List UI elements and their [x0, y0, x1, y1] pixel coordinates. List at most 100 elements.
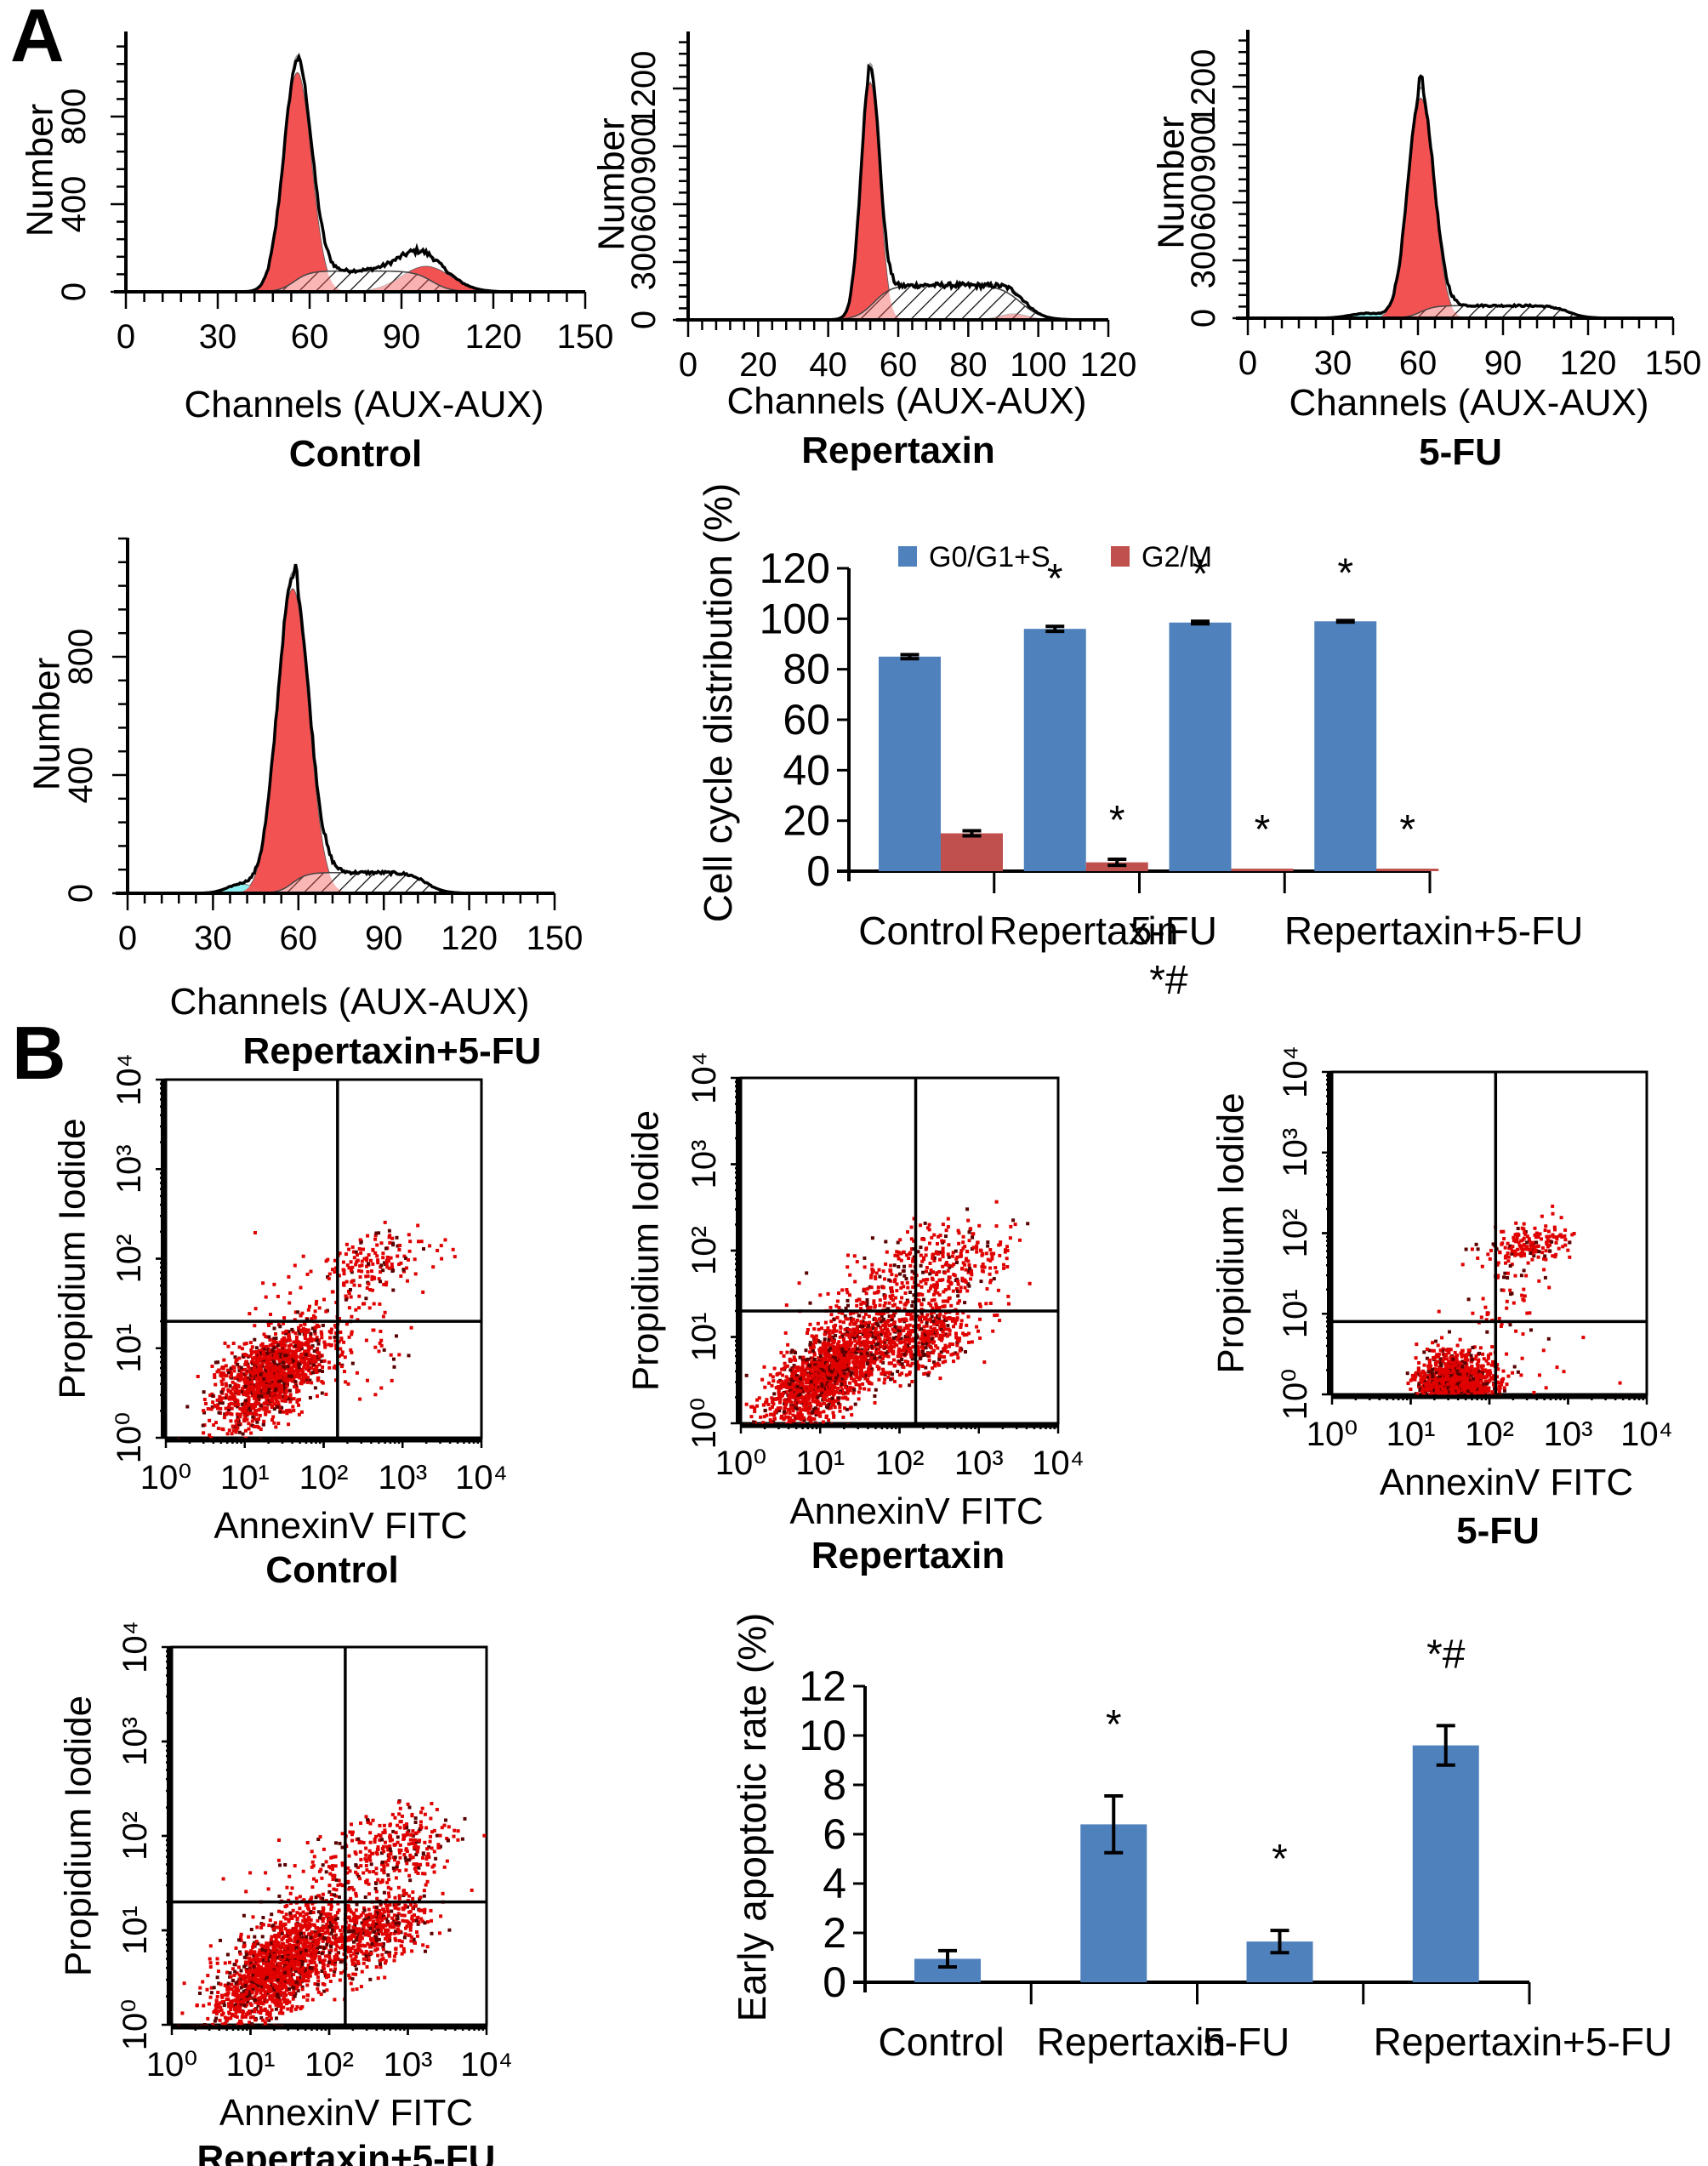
scatter-point [808, 1343, 812, 1348]
scatter-point [916, 1351, 920, 1355]
scatter-point [303, 1362, 307, 1366]
scatter-point [965, 1250, 970, 1254]
scatter-point [886, 1375, 891, 1379]
scatter-point [299, 1285, 303, 1290]
scatter-point [237, 1345, 242, 1349]
scatter-point [986, 1257, 990, 1262]
scatter-point [242, 1390, 247, 1394]
scatter-point [958, 1348, 962, 1353]
scatter-point [805, 1271, 809, 1275]
scatter-point [931, 1327, 935, 1331]
scatter-point [980, 1253, 984, 1257]
scatter-point [929, 1325, 933, 1330]
scatter-point [941, 1360, 945, 1365]
scatter-point [201, 1423, 205, 1428]
scatter-point [848, 1388, 852, 1393]
scatter-point [919, 1308, 924, 1312]
scatter-point [863, 1358, 867, 1362]
scatter-point [946, 1350, 949, 1354]
scatter-point [842, 1338, 846, 1342]
scatter-point [237, 1430, 242, 1434]
scatter-point [863, 1288, 867, 1292]
scatter-point [214, 1421, 218, 1425]
scatter-point [302, 1365, 306, 1370]
scatter-point [257, 1426, 261, 1429]
scatter-point [927, 1371, 931, 1375]
scatter-point [801, 1360, 806, 1365]
x-axis-title: Channels (AUX-AUX) [1289, 382, 1648, 424]
scatter-point [970, 1340, 974, 1344]
scatter-point [227, 1405, 231, 1410]
scatter-point [903, 1291, 908, 1295]
scatter-point [301, 1370, 305, 1374]
scatter-point [221, 1396, 225, 1400]
scatter-point [919, 1320, 924, 1324]
scatter-point [840, 1390, 845, 1394]
scatter-point [988, 1272, 992, 1276]
scatter-point [920, 1350, 925, 1354]
scatter-point [813, 1421, 817, 1425]
scatter-point [806, 1380, 811, 1383]
scatter-point [240, 1347, 244, 1351]
scatter-point [822, 1373, 826, 1377]
scatter-point [930, 1332, 934, 1337]
scatter-point [892, 1321, 896, 1325]
scatter-point [989, 1251, 993, 1256]
scatter-point [902, 1346, 907, 1350]
scatter-point [306, 1360, 310, 1365]
scatter-point [241, 1354, 245, 1359]
scatter-point [229, 1401, 233, 1405]
scatter-point [956, 1280, 960, 1283]
scatter-point [327, 1272, 332, 1276]
scatter-point [868, 1333, 872, 1337]
scatter-point [895, 1306, 899, 1310]
scatter-point [932, 1233, 937, 1237]
scatter-point [265, 1392, 270, 1396]
scatter-point [841, 1415, 845, 1419]
scatter-point [226, 1344, 231, 1348]
scatter-point [881, 1324, 885, 1327]
scatter-point [275, 1365, 279, 1370]
scatter-point [858, 1373, 863, 1377]
scatter-point [929, 1311, 933, 1315]
scatter-point [845, 1407, 849, 1411]
scatter-point [778, 1397, 783, 1401]
scatter-point [838, 1320, 842, 1324]
y-tick-label: 800 [55, 88, 93, 145]
scatter-point [916, 1283, 920, 1287]
scatter-point [387, 1266, 391, 1270]
scatter-point [288, 1348, 292, 1352]
scatter-point [784, 1390, 789, 1394]
scatter-point [228, 1397, 232, 1401]
scatter-point [299, 1381, 303, 1385]
scatter-point [848, 1343, 852, 1348]
scatter-point [892, 1280, 897, 1284]
scatter-point [789, 1391, 794, 1395]
scatter-point [254, 1412, 259, 1416]
scatter-point [811, 1411, 815, 1415]
scatter-point [825, 1329, 829, 1333]
scatter-point [306, 1345, 310, 1349]
scatter-point [852, 1322, 856, 1326]
scatter-point [214, 1382, 218, 1387]
scatter-point [246, 1398, 250, 1402]
scatter-point [313, 1386, 317, 1390]
scatter-point [840, 1359, 844, 1363]
scatter-point [357, 1306, 362, 1310]
scatter-point [219, 1390, 224, 1394]
scatter-point [845, 1288, 849, 1291]
scatter-point [344, 1296, 349, 1300]
scatter-point [789, 1384, 793, 1388]
scatter-point [854, 1320, 858, 1325]
scatter-point [819, 1402, 823, 1406]
scatter-point [864, 1373, 868, 1377]
scatter-point [873, 1291, 877, 1295]
scatter-point [847, 1335, 851, 1339]
scatter-point [828, 1342, 832, 1347]
scatter-point [847, 1370, 851, 1374]
scatter-point [232, 1386, 236, 1389]
scatter-point [202, 1411, 207, 1415]
scatter-point [209, 1436, 214, 1439]
scatter-point [286, 1354, 290, 1357]
scatter-point [980, 1268, 984, 1273]
